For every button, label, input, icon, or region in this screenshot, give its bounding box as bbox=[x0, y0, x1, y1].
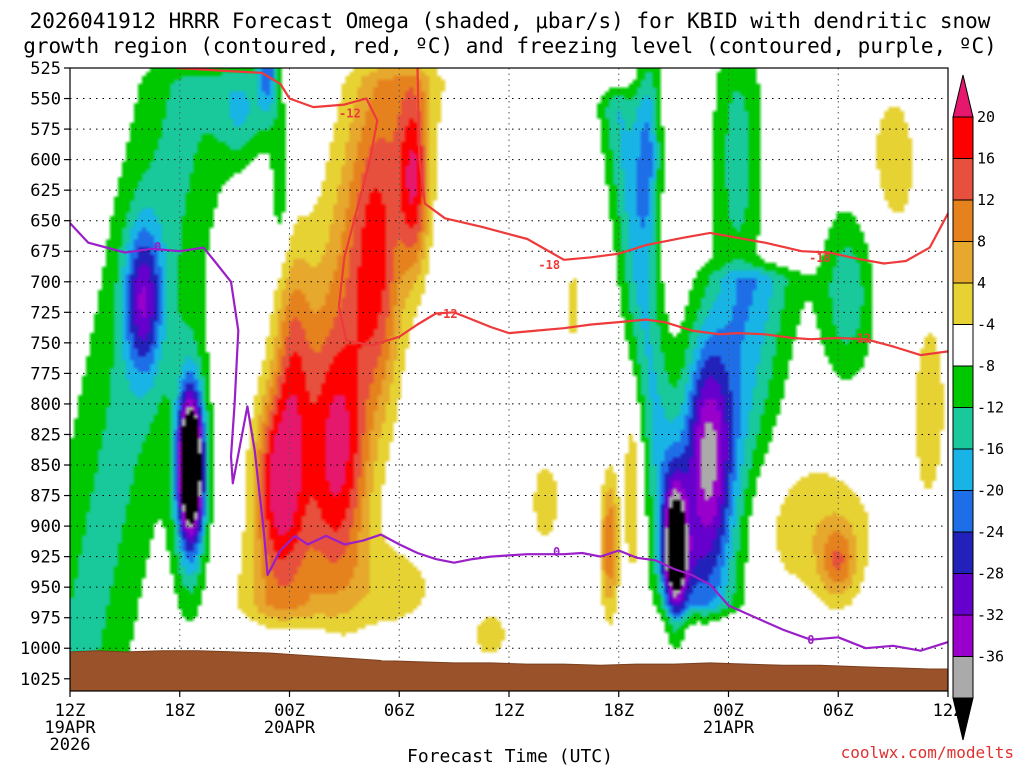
y-tick-label-550: 550 bbox=[30, 90, 61, 110]
terrain-fill bbox=[70, 650, 948, 691]
freezing-level-label-2: 0 bbox=[807, 633, 814, 647]
colorbar-swatch-5 bbox=[952, 490, 974, 533]
y-tick-label-750: 750 bbox=[30, 334, 61, 354]
y-tick-label-900: 900 bbox=[30, 517, 61, 537]
y-tick-label-625: 625 bbox=[30, 181, 61, 201]
x-tick-label-12-1: 20APR bbox=[264, 718, 316, 738]
omega-shading bbox=[70, 68, 948, 691]
y-tick-label-675: 675 bbox=[30, 242, 61, 262]
x-tick-label-0-1: 19APR bbox=[44, 718, 96, 738]
colorbar-swatch-14 bbox=[952, 116, 974, 159]
y-tick-label-975: 975 bbox=[30, 609, 61, 629]
colorbar: 20 16 12 8 4 -4 -8 -12 -16 -20 -24 -28 -32 -36 bbox=[952, 74, 1004, 741]
plot-area: -12 -18 -12 -12 -18 0 0 0 bbox=[69, 67, 949, 692]
x-tick-label-0-2: 2026 bbox=[50, 735, 91, 755]
y-tick-label-825: 825 bbox=[30, 425, 61, 445]
colorbar-swatch-2 bbox=[952, 614, 974, 657]
colorbar-swatch-11 bbox=[952, 241, 974, 284]
colorbar-label--28: -28 bbox=[977, 565, 1004, 583]
x-tick-label-0-0: 12Z bbox=[55, 701, 86, 721]
x-tick-label-12-0: 00Z bbox=[274, 701, 305, 721]
y-tick-label-925: 925 bbox=[30, 548, 61, 568]
x-tick-label-36-0: 00Z bbox=[713, 701, 744, 721]
x-tick-label-30-0: 18Z bbox=[603, 701, 634, 721]
colorbar-swatch-12 bbox=[952, 199, 974, 242]
freezing-level-line bbox=[70, 222, 948, 652]
red-contour-label-0: -12 bbox=[339, 107, 361, 121]
colorbar-label-4: 4 bbox=[977, 274, 986, 292]
y-tick-label-1000: 1000 bbox=[20, 639, 61, 659]
colorbar-swatch-3 bbox=[952, 573, 974, 616]
x-tick-label-6-0: 18Z bbox=[164, 701, 195, 721]
red-contour-minus12-0 bbox=[176, 68, 948, 357]
y-tick-label-775: 775 bbox=[30, 364, 61, 384]
colorbar-swatch-1 bbox=[952, 656, 974, 699]
y-axis: 525 550 575 600 625 650 675 700 725 750 775 800 825 8… bbox=[20, 59, 70, 690]
chart-title-line2: growth region (contoured, red, ºC) and f… bbox=[23, 34, 997, 58]
y-tick-label-650: 650 bbox=[30, 212, 61, 232]
colorbar-swatch-7 bbox=[952, 407, 974, 450]
colorbar-swatch-13 bbox=[952, 158, 974, 201]
y-tick-label-950: 950 bbox=[30, 578, 61, 598]
colorbar-swatch-9 bbox=[952, 324, 974, 367]
colorbar-label--32: -32 bbox=[977, 606, 1004, 624]
colorbar-swatch-8 bbox=[952, 365, 974, 408]
chart-title-line1: 2026041912 HRRR Forecast Omega (shaded, … bbox=[30, 9, 991, 33]
colorbar-bottom-arrow bbox=[952, 697, 974, 741]
terrain-surface bbox=[70, 650, 948, 691]
colorbar-label--20: -20 bbox=[977, 482, 1004, 500]
y-tick-label-850: 850 bbox=[30, 456, 61, 476]
y-tick-label-800: 800 bbox=[30, 395, 61, 415]
colorbar-label--36: -36 bbox=[977, 648, 1004, 666]
freezing-level-label-0: 0 bbox=[154, 240, 161, 254]
colorbar-label-20: 20 bbox=[977, 108, 995, 126]
colorbar-label-12: 12 bbox=[977, 191, 995, 209]
x-axis-title: Forecast Time (UTC) bbox=[407, 746, 613, 767]
red-contour-minus18-1 bbox=[416, 68, 948, 265]
colorbar-label--12: -12 bbox=[977, 399, 1004, 417]
y-tick-label-525: 525 bbox=[30, 59, 61, 79]
colorbar-swatch-6 bbox=[952, 448, 974, 491]
y-tick-label-725: 725 bbox=[30, 303, 61, 323]
colorbar-label--8: -8 bbox=[977, 357, 995, 375]
colorbar-label--24: -24 bbox=[977, 523, 1004, 541]
dendritic-growth-contours: -12 -18 -12 -12 -18 bbox=[176, 68, 948, 357]
colorbar-top-arrow bbox=[952, 74, 974, 118]
x-tick-label-42-0: 06Z bbox=[823, 701, 854, 721]
x-tick-label-24-0: 12Z bbox=[494, 701, 525, 721]
colorbar-label-16: 16 bbox=[977, 150, 995, 168]
colorbar-label-8: 8 bbox=[977, 233, 986, 251]
y-tick-label-600: 600 bbox=[30, 151, 61, 171]
colorbar-label--16: -16 bbox=[977, 440, 1004, 458]
y-tick-label-875: 875 bbox=[30, 487, 61, 507]
colorbar-label--4: -4 bbox=[977, 316, 995, 334]
x-tick-label-18-0: 06Z bbox=[384, 701, 415, 721]
colorbar-swatch-4 bbox=[952, 531, 974, 574]
red-contour-extra-label-2: -18 bbox=[809, 251, 831, 265]
y-tick-label-1025: 1025 bbox=[20, 670, 61, 690]
freezing-level-label-1: 0 bbox=[553, 545, 560, 559]
colorbar-swatch-10 bbox=[952, 282, 974, 325]
freezing-level-contour: 0 0 0 bbox=[70, 222, 948, 652]
red-contour-label-1: -18 bbox=[538, 258, 560, 272]
red-contour-extra-label-1: -12 bbox=[849, 331, 871, 345]
red-contour-extra-label-0: -12 bbox=[436, 307, 458, 321]
y-tick-label-575: 575 bbox=[30, 120, 61, 140]
credit-text: coolwx.com/modelts bbox=[841, 743, 1014, 762]
x-tick-label-36-1: 21APR bbox=[703, 718, 755, 738]
y-tick-label-700: 700 bbox=[30, 273, 61, 293]
